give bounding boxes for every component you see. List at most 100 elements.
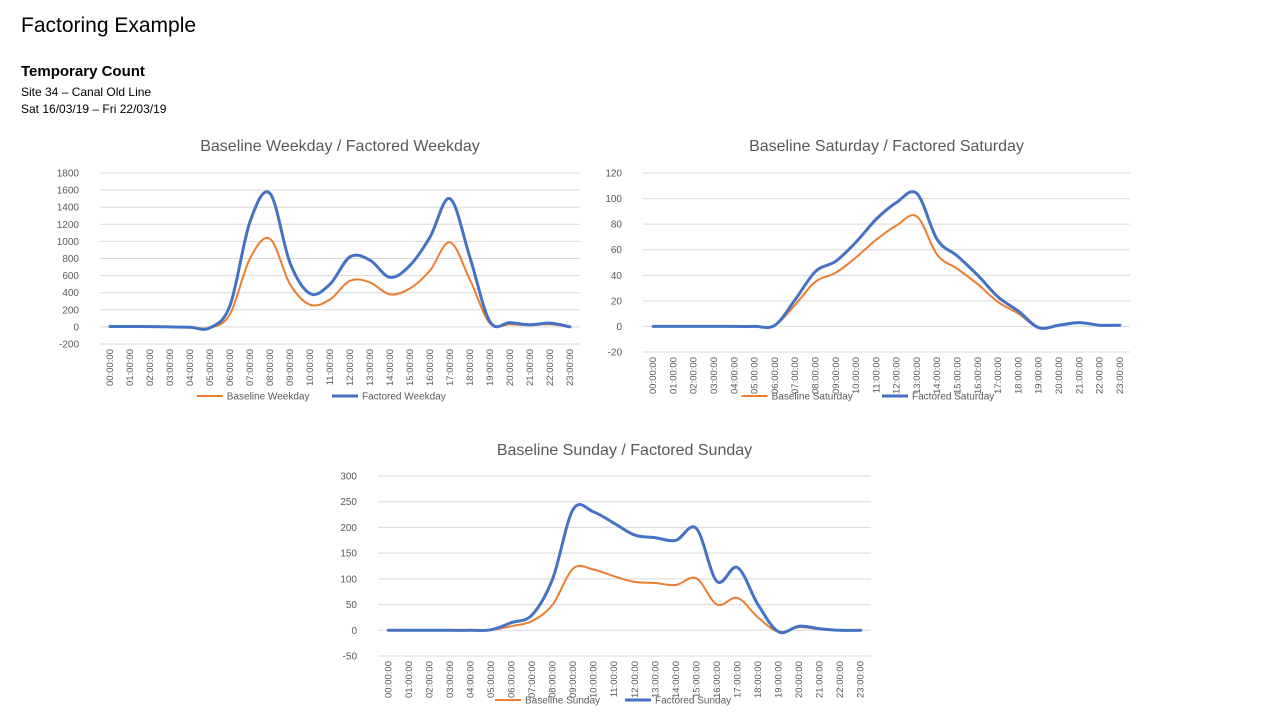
chart-weekday-svg: Baseline Weekday / Factored Weekday -200 0…: [57, 138, 580, 403]
chart-weekday-x-tick: 07:00:00: [245, 349, 256, 386]
chart-saturday-x-tick: 12:00:00: [892, 357, 903, 394]
chart-sunday-x-tick: 07:00:00: [527, 661, 538, 698]
chart-saturday-x-tick: 20:00:00: [1054, 357, 1065, 394]
chart-sunday-x-tick: 10:00:00: [589, 661, 600, 698]
chart-weekday: Baseline Weekday / Factored Weekday -200 0…: [30, 132, 605, 412]
chart-saturday-legend-label-0: Baseline Saturday: [772, 392, 853, 403]
chart-weekday-legend-label-1: Factored Weekday: [362, 392, 446, 403]
chart-weekday-x-tick: 02:00:00: [145, 349, 156, 386]
chart-sunday-x-tick: 00:00:00: [383, 661, 394, 698]
chart-sunday-series-line-0: [387, 564, 862, 634]
chart-weekday-x-tick: 06:00:00: [225, 349, 236, 386]
chart-weekday-legend-label-0: Baseline Weekday: [227, 392, 310, 403]
chart-saturday-x-tick: 14:00:00: [932, 357, 943, 394]
chart-weekday-x-tick: 22:00:00: [545, 349, 556, 386]
chart-weekday-y-tick: 1400: [57, 203, 80, 214]
chart-sunday-y-tick: 0: [351, 626, 357, 637]
chart-sunday-y-tick: 100: [340, 574, 357, 585]
chart-weekday-x-tick: 03:00:00: [165, 349, 176, 386]
chart-weekday-series-line-0: [109, 236, 571, 330]
chart-weekday-y-tick: 1600: [57, 186, 80, 197]
chart-saturday-x-tick: 15:00:00: [953, 357, 964, 394]
chart-weekday-y-tick: 800: [62, 254, 79, 265]
chart-sunday-x-tick: 04:00:00: [465, 661, 476, 698]
chart-saturday-svg: Baseline Saturday / Factored Saturday -20…: [605, 138, 1130, 403]
chart-weekday-x-tick: 08:00:00: [265, 349, 276, 386]
chart-sunday-x-tick: 08:00:00: [548, 661, 559, 698]
chart-saturday-x-tick: 17:00:00: [993, 357, 1004, 394]
chart-saturday-x-tick: 16:00:00: [973, 357, 984, 394]
chart-saturday-x-tick: 01:00:00: [668, 357, 679, 394]
chart-weekday-x-tick: 04:00:00: [185, 349, 196, 386]
chart-saturday-x-tick: 18:00:00: [1013, 357, 1024, 394]
chart-weekday-x-tick: 12:00:00: [345, 349, 356, 386]
chart-saturday-y-tick: 0: [616, 322, 622, 333]
chart-sunday-y-tick: 250: [340, 497, 357, 508]
chart-sunday-x-tick: 21:00:00: [815, 661, 826, 698]
chart-saturday-x-tick: 21:00:00: [1074, 357, 1085, 394]
chart-weekday-x-tick: 15:00:00: [405, 349, 416, 386]
chart-sunday-x-tick: 17:00:00: [732, 661, 743, 698]
page-title: Factoring Example: [21, 14, 197, 37]
chart-saturday-x-tick: 13:00:00: [912, 357, 923, 394]
chart-saturday-y-tick: 120: [605, 169, 622, 180]
chart-weekday-x-tick: 19:00:00: [485, 349, 496, 386]
chart-saturday-x-tick: 00:00:00: [648, 357, 659, 394]
chart-sunday-y-tick: 200: [340, 523, 357, 534]
chart-saturday-x-tick: 19:00:00: [1034, 357, 1045, 394]
chart-sunday-y-tick: -50: [343, 652, 358, 663]
chart-weekday-y-tick: 200: [62, 305, 79, 316]
chart-sunday-x-tick: 06:00:00: [507, 661, 518, 698]
chart-sunday-x-tick: 23:00:00: [856, 661, 867, 698]
chart-weekday-x-tick: 10:00:00: [305, 349, 316, 386]
chart-sunday-y-tick: 300: [340, 472, 357, 483]
chart-sunday-x-tick: 05:00:00: [486, 661, 497, 698]
chart-sunday-x-tick: 22:00:00: [835, 661, 846, 698]
chart-sunday-x-tick: 09:00:00: [568, 661, 579, 698]
chart-sunday-y-tick: 50: [346, 600, 358, 611]
chart-saturday-x-tick: 23:00:00: [1115, 357, 1126, 394]
chart-weekday-x-tick: 14:00:00: [385, 349, 396, 386]
chart-weekday-x-tick: 11:00:00: [325, 349, 336, 385]
chart-saturday-y-tick: 40: [611, 271, 623, 282]
chart-saturday-y-tick: 60: [611, 245, 623, 256]
chart-saturday-x-tick: 11:00:00: [871, 357, 882, 393]
date-range: Sat 16/03/19 – Fri 22/03/19: [21, 102, 167, 116]
chart-weekday-x-tick: 09:00:00: [285, 349, 296, 386]
chart-sunday-x-tick: 12:00:00: [630, 661, 641, 698]
chart-weekday-y-tick: 0: [73, 322, 79, 333]
chart-saturday: Baseline Saturday / Factored Saturday -20…: [585, 132, 1155, 412]
chart-saturday-x-tick: 22:00:00: [1095, 357, 1106, 394]
chart-sunday-y-tick: 150: [340, 549, 357, 560]
chart-saturday-x-tick: 03:00:00: [709, 357, 720, 394]
chart-weekday-y-tick: 1000: [57, 237, 80, 248]
chart-sunday-legend-label-0: Baseline Sunday: [525, 696, 600, 707]
chart-weekday-y-tick: 1200: [57, 220, 80, 231]
chart-sunday-x-tick: 11:00:00: [609, 661, 620, 697]
chart-sunday-series-line-1: [386, 503, 863, 635]
chart-saturday-y-tick: 80: [611, 220, 623, 231]
chart-weekday-x-tick: 20:00:00: [505, 349, 516, 386]
chart-saturday-y-tick: -20: [608, 348, 623, 359]
chart-sunday: Baseline Sunday / Factored Sunday -50 0 50 1…: [330, 436, 900, 716]
chart-sunday-x-tick: 16:00:00: [712, 661, 723, 698]
chart-weekday-x-tick: 18:00:00: [465, 349, 476, 386]
chart-weekday-title: Baseline Weekday / Factored Weekday: [200, 138, 480, 155]
chart-weekday-x-tick: 23:00:00: [565, 349, 576, 386]
chart-saturday-title: Baseline Saturday / Factored Saturday: [749, 138, 1024, 155]
chart-sunday-x-tick: 19:00:00: [774, 661, 785, 698]
chart-weekday-y-tick: 400: [62, 288, 79, 299]
chart-sunday-x-tick: 18:00:00: [753, 661, 764, 698]
chart-saturday-x-tick: 04:00:00: [729, 357, 740, 394]
chart-sunday-x-tick: 14:00:00: [671, 661, 682, 698]
chart-saturday-x-tick: 05:00:00: [750, 357, 761, 394]
chart-weekday-x-tick: 01:00:00: [125, 349, 136, 386]
chart-weekday-x-tick: 13:00:00: [365, 349, 376, 386]
chart-weekday-y-tick: -200: [59, 340, 79, 351]
chart-sunday-x-tick: 15:00:00: [691, 661, 702, 698]
page-subtitle: Temporary Count: [21, 63, 145, 80]
chart-sunday-legend-label-1: Factored Sunday: [655, 696, 731, 707]
site-name: Site 34 – Canal Old Line: [21, 85, 152, 99]
chart-sunday-x-tick: 01:00:00: [404, 661, 415, 698]
chart-saturday-x-tick: 09:00:00: [831, 357, 842, 394]
